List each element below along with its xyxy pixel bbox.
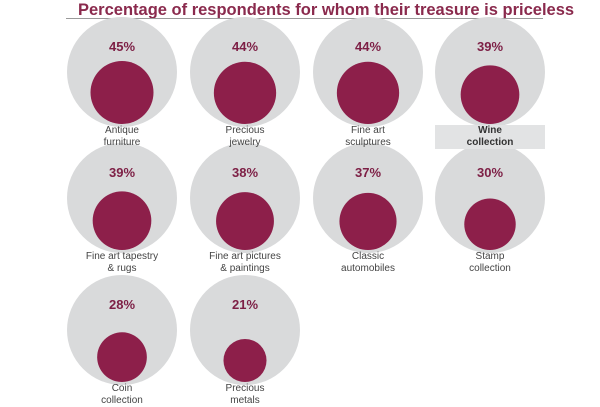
category-label-fine-art-tapestry-rugs: Fine art tapestry & rugs: [85, 251, 159, 274]
value-label-precious-metals: 21%: [232, 297, 258, 312]
value-label-wine-collection: 39%: [477, 39, 503, 54]
value-label-stamp-collection: 30%: [477, 165, 503, 180]
value-label-precious-jewelry: 44%: [232, 39, 258, 54]
bubble-value-classic-automobiles: [339, 192, 397, 250]
value-label-fine-art-pictures-paintings: 38%: [232, 165, 258, 180]
category-label-antique-furniture: Antique furniture: [103, 125, 141, 148]
bubble-value-stamp-collection: [464, 198, 516, 251]
category-label-stamp-collection: Stamp collection: [469, 251, 511, 274]
bubble-value-fine-art-sculptures: [336, 61, 400, 124]
bubble-value-wine-collection: [460, 65, 520, 124]
bubble-value-fine-art-tapestry-rugs: [92, 191, 152, 250]
bubble-value-precious-metals: [223, 338, 267, 383]
category-label-coin-collection: Coin collection: [101, 383, 143, 406]
bubble-value-fine-art-pictures-paintings: [216, 192, 274, 250]
bubble-value-precious-jewelry: [213, 61, 277, 124]
value-label-antique-furniture: 45%: [109, 39, 135, 54]
bubble-value-coin-collection: [97, 332, 147, 382]
category-label-fine-art-pictures-paintings: Fine art pictures & paintings: [209, 251, 281, 274]
category-label-precious-jewelry: Precious jewelry: [225, 125, 265, 148]
value-label-coin-collection: 28%: [109, 297, 135, 312]
title-divider: [66, 18, 543, 19]
bubble-outer-stamp-collection: [435, 143, 545, 253]
category-label-classic-automobiles: Classic automobiles: [341, 251, 395, 274]
bubble-value-antique-furniture: [90, 61, 154, 124]
category-label-precious-metals: Precious metals: [225, 383, 265, 406]
value-label-fine-art-sculptures: 44%: [355, 39, 381, 54]
category-label-wine-collection: Wine collection: [435, 125, 545, 149]
chart-title: Percentage of respondents for whom their…: [78, 1, 575, 19]
value-label-classic-automobiles: 37%: [355, 165, 381, 180]
bubble-outer-coin-collection: [67, 275, 177, 385]
value-label-fine-art-tapestry-rugs: 39%: [109, 165, 135, 180]
category-label-fine-art-sculptures: Fine art sculptures: [345, 125, 391, 148]
bubble-outer-precious-metals: [190, 275, 300, 385]
